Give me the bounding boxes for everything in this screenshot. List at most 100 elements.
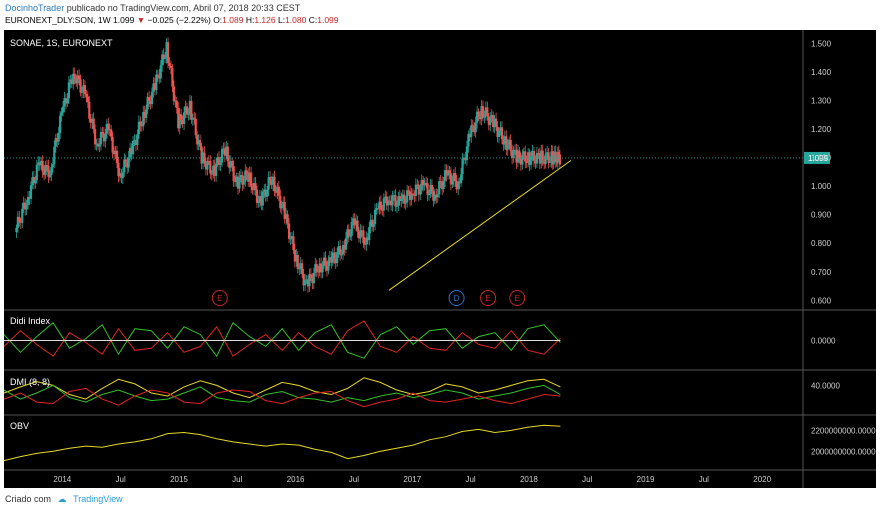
candle-body <box>548 161 552 163</box>
candle-body <box>451 181 454 185</box>
candle-body <box>449 173 452 185</box>
candle-body <box>285 214 288 219</box>
candle-body <box>532 150 536 161</box>
candle-body <box>457 181 460 190</box>
candle-body <box>419 190 422 195</box>
indicator-line <box>3 320 561 357</box>
candle-body <box>302 274 305 286</box>
candle-body <box>153 83 157 90</box>
price-tick-label: 0.600 <box>811 296 832 305</box>
candle-body <box>164 57 167 60</box>
candle-body <box>75 78 78 84</box>
current-price-badge <box>804 151 830 164</box>
candle-body <box>455 180 458 190</box>
candle-body <box>139 121 142 126</box>
candle-body <box>171 68 174 87</box>
candle-body <box>337 246 340 253</box>
candle-body <box>29 185 33 199</box>
candle-body <box>18 216 21 222</box>
candle-body <box>44 165 47 175</box>
candle-body <box>217 157 221 165</box>
candle-body <box>280 204 283 209</box>
candle-body <box>557 152 560 155</box>
candle-body <box>438 181 441 195</box>
candle-body <box>394 195 397 207</box>
candle-body <box>209 161 212 174</box>
candle-body <box>130 147 133 155</box>
candle-body <box>136 134 139 146</box>
candle-body <box>232 166 235 181</box>
candle-body <box>481 106 485 118</box>
candle-body <box>190 100 193 120</box>
candle-body <box>384 196 387 199</box>
candle-body <box>15 227 18 232</box>
candle-body <box>555 162 558 164</box>
candle-body <box>484 107 487 115</box>
candle-body <box>446 170 450 176</box>
tradingview-logo-icon[interactable]: ☁ <box>57 494 67 504</box>
candle-body <box>210 173 213 175</box>
candle-body <box>178 114 181 129</box>
candle-body <box>96 143 100 147</box>
candle-body <box>414 184 417 196</box>
candle-body <box>104 133 107 142</box>
candle-body <box>140 125 143 127</box>
chart-area[interactable]: 1.099 E D E E 1.500 1.400 1.300 1.200 1.100 1.000… <box>3 30 876 488</box>
candle-body <box>311 277 314 284</box>
candle-body <box>70 79 73 85</box>
candle-body <box>320 263 323 273</box>
candle-body <box>343 245 346 250</box>
candle-body <box>162 54 165 60</box>
candle-body <box>67 82 70 99</box>
chart-svg: 1.099 E D E E 1.500 1.400 1.300 1.200 1.100 1.000… <box>3 30 876 488</box>
candle-body <box>373 209 377 225</box>
candle-body <box>467 133 470 147</box>
candle-body <box>131 141 135 155</box>
candle-body <box>356 220 359 232</box>
candle-body <box>411 193 415 195</box>
candle-body <box>223 148 226 156</box>
time-tick-label: Jul <box>232 475 242 484</box>
candle-body <box>407 190 410 192</box>
symbol-info: EURONEXT_DLY:SON, 1W 1.099 ▼ −0.025 (−2.… <box>5 15 339 26</box>
candle-body <box>360 230 364 232</box>
candle-body <box>219 162 222 165</box>
candle-body <box>279 195 282 209</box>
candle-body <box>22 202 25 209</box>
candle-body <box>424 182 428 184</box>
candle-body <box>296 254 299 270</box>
tradingview-link[interactable]: TradingView <box>73 494 123 504</box>
candle-body <box>487 116 490 126</box>
candle-body <box>99 131 103 145</box>
candle-body <box>366 237 369 241</box>
candle-body <box>169 65 173 69</box>
candle-body <box>25 204 28 210</box>
candle-body <box>295 254 298 262</box>
candle-body <box>341 245 345 255</box>
candle-body <box>92 118 95 130</box>
price-pane: 1.099 E D E E <box>4 37 830 306</box>
candle-body <box>529 156 533 165</box>
candle-body <box>305 279 308 281</box>
candle-body <box>546 152 549 154</box>
candle-body <box>400 198 403 202</box>
candle-body <box>47 165 50 178</box>
candle-body <box>19 221 22 223</box>
candle-body <box>267 177 270 190</box>
candle-body <box>312 272 315 284</box>
time-tick-label: 2015 <box>170 475 188 484</box>
candle-body <box>340 254 343 256</box>
candle-body <box>247 173 250 182</box>
trendline <box>388 160 572 291</box>
candle-body <box>174 100 177 102</box>
candle-body <box>222 148 225 150</box>
author-link[interactable]: DocinhoTrader <box>5 3 65 13</box>
candle-body <box>149 100 152 105</box>
candle-body <box>244 170 247 182</box>
candle-body <box>155 74 158 90</box>
candle-body <box>98 144 101 147</box>
candle-body <box>423 182 426 186</box>
candle-body <box>101 131 104 134</box>
candle-body <box>427 193 431 196</box>
candle-body <box>80 91 84 93</box>
